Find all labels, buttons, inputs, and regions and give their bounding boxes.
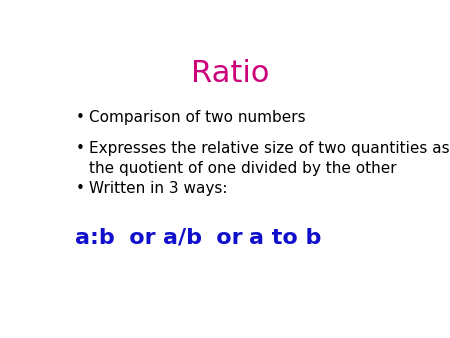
Text: a to b: a to b (249, 228, 322, 248)
Text: a:b: a:b (76, 228, 115, 248)
Text: Expresses the relative size of two quantities as
the quotient of one divided by : Expresses the relative size of two quant… (90, 141, 450, 175)
Text: a/b: a/b (163, 228, 202, 248)
Text: •: • (76, 110, 84, 124)
Text: •: • (76, 141, 84, 156)
Text: Written in 3 ways:: Written in 3 ways: (90, 181, 228, 196)
Text: •: • (76, 181, 84, 196)
Text: Ratio: Ratio (191, 59, 270, 88)
Text: or: or (106, 228, 179, 248)
Text: Comparison of two numbers: Comparison of two numbers (90, 110, 306, 124)
Text: or: or (193, 228, 266, 248)
